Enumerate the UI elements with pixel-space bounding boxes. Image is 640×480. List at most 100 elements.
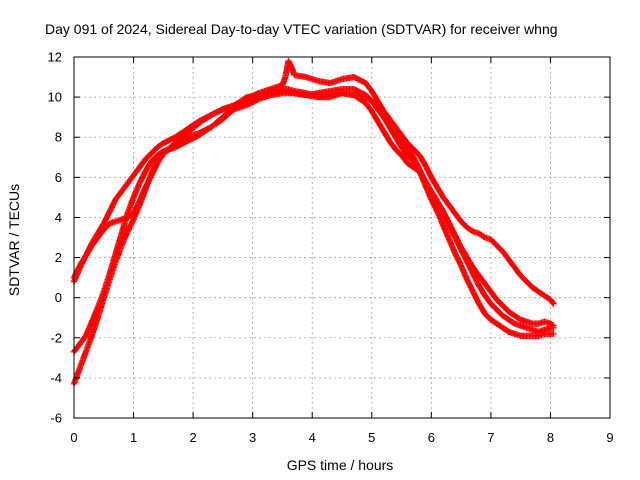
- data-point: [466, 226, 468, 229]
- data-point: [496, 309, 498, 311]
- data-point: [246, 104, 248, 106]
- data-point: [85, 351, 87, 353]
- data-point: [400, 154, 403, 156]
- data-point: [484, 283, 486, 285]
- data-point: [490, 319, 492, 321]
- x-tick-label: 4: [309, 430, 316, 445]
- y-tick-label: 2: [55, 250, 62, 265]
- data-point: [97, 236, 99, 239]
- data-point: [365, 96, 367, 98]
- x-tick-label: 8: [547, 430, 554, 445]
- data-point: [132, 218, 135, 221]
- data-point: [508, 331, 510, 333]
- data-point: [210, 114, 212, 116]
- data-point: [317, 80, 319, 82]
- x-axis-label: GPS time / hours: [287, 457, 394, 473]
- x-tick-label: 2: [189, 430, 196, 445]
- data-point: [412, 156, 415, 158]
- data-point: [144, 158, 147, 160]
- data-point: [97, 317, 99, 319]
- data-point: [222, 118, 224, 120]
- chart-title: Day 091 of 2024, Sidereal Day-to-day VTE…: [45, 21, 558, 37]
- data-point: [109, 279, 111, 281]
- data-point: [537, 331, 540, 333]
- data-point: [246, 98, 248, 100]
- data-point: [537, 335, 540, 337]
- data-point: [549, 327, 552, 329]
- plot-frame: [73, 56, 611, 419]
- data-point: [478, 232, 480, 235]
- data-point: [127, 216, 129, 219]
- data-point: [466, 256, 468, 259]
- data-point: [353, 94, 355, 96]
- data-point: [198, 122, 200, 124]
- data-point: [400, 134, 403, 136]
- data-point: [79, 343, 81, 345]
- data-point: [514, 315, 516, 317]
- data-point: [234, 104, 236, 106]
- data-point: [234, 108, 236, 110]
- data-point: [537, 323, 540, 325]
- data-point: [281, 90, 284, 92]
- data-point: [400, 140, 403, 142]
- data-point: [91, 244, 93, 247]
- data-point: [490, 291, 492, 293]
- data-point: [514, 266, 516, 269]
- data-point: [210, 126, 212, 128]
- data-point: [436, 200, 438, 202]
- data-point: [287, 60, 289, 62]
- data-point: [454, 212, 456, 215]
- data-point: [127, 182, 129, 184]
- data-point: [341, 92, 343, 94]
- data-point: [395, 136, 397, 138]
- data-point: [91, 335, 93, 337]
- y-tick-label: 10: [48, 90, 62, 105]
- data-point: [526, 327, 528, 329]
- data-point: [520, 319, 522, 321]
- data-point: [281, 84, 284, 86]
- data-point: [490, 238, 492, 241]
- data-point: [353, 88, 355, 90]
- data-point: [91, 321, 93, 323]
- data-point: [430, 176, 432, 178]
- data-point: [406, 154, 409, 156]
- data-point: [132, 212, 135, 215]
- data-point: [448, 204, 450, 207]
- data-point: [269, 94, 272, 96]
- data-point: [389, 126, 391, 128]
- data-point: [305, 94, 307, 96]
- data-point: [436, 210, 438, 213]
- data-point: [341, 78, 343, 80]
- x-tick-label: 7: [487, 430, 494, 445]
- data-point: [460, 264, 462, 267]
- data-point: [127, 212, 129, 215]
- data-point: [103, 228, 105, 231]
- data-point: [496, 299, 498, 301]
- x-tick-label: 1: [130, 430, 137, 445]
- data-point: [549, 333, 552, 335]
- data-point: [484, 236, 486, 239]
- data-point: [460, 246, 462, 249]
- data-point: [442, 196, 444, 198]
- data-point: [365, 102, 367, 104]
- data-point: [508, 319, 510, 321]
- data-point: [156, 154, 158, 156]
- data-point: [454, 252, 456, 255]
- data-point: [502, 250, 504, 253]
- x-tick-label: 9: [606, 430, 613, 445]
- data-point: [317, 92, 319, 94]
- series-trace-2: [70, 85, 557, 355]
- data-point: [502, 315, 504, 317]
- data-point: [430, 198, 432, 200]
- data-point: [121, 218, 123, 221]
- data-point: [85, 335, 87, 337]
- data-point: [138, 182, 141, 184]
- data-point: [543, 329, 546, 331]
- data-point: [258, 92, 260, 94]
- data-point: [466, 279, 468, 281]
- data-point: [537, 291, 540, 293]
- data-point: [490, 303, 492, 305]
- data-point: [371, 110, 373, 112]
- data-point: [103, 222, 105, 225]
